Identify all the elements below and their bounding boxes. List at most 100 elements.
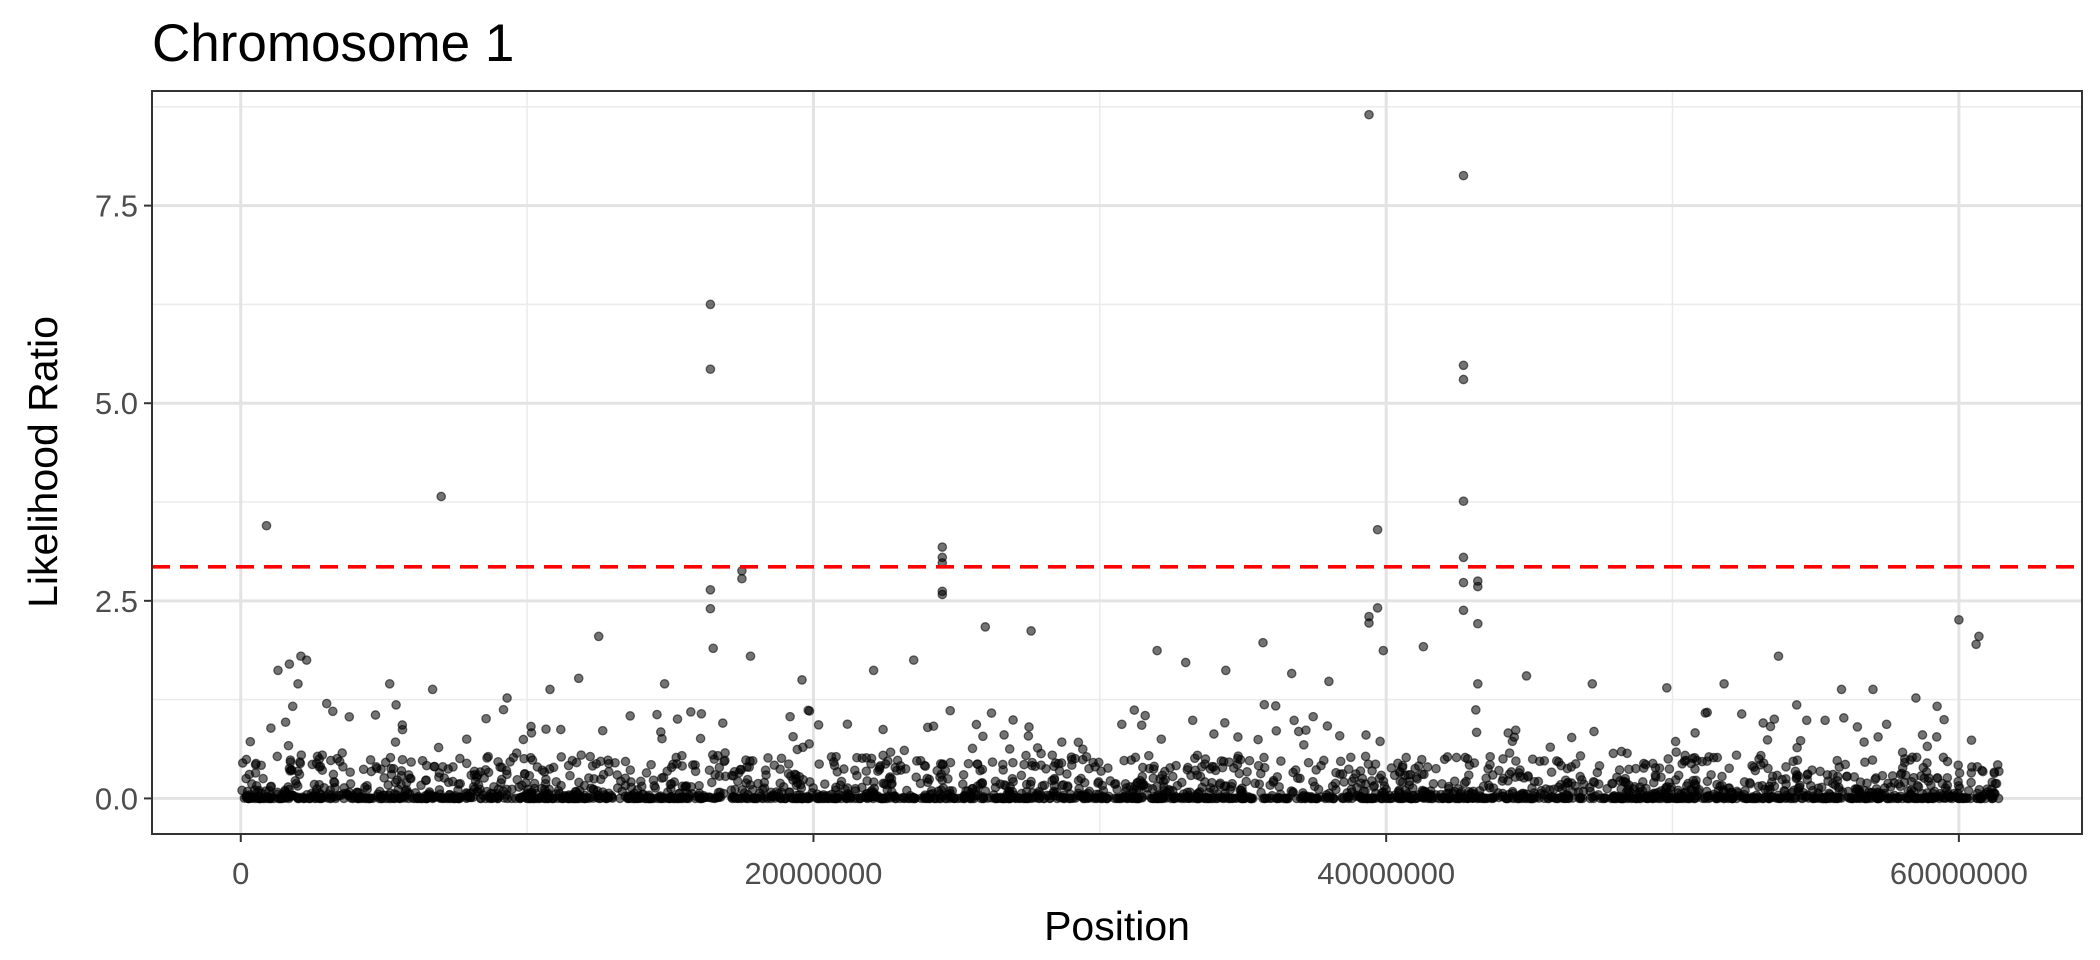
data-point — [1548, 792, 1559, 803]
data-point — [967, 743, 978, 754]
data-point — [1242, 766, 1252, 777]
data-point — [1852, 722, 1863, 732]
data-point — [358, 764, 369, 775]
data-point — [971, 786, 981, 796]
data-point — [878, 724, 888, 735]
data-point — [399, 793, 410, 804]
data-point — [1960, 793, 1971, 804]
data-point — [694, 790, 704, 801]
data-point — [657, 793, 667, 804]
data-point — [286, 765, 297, 776]
data-point — [1241, 776, 1252, 787]
data-point — [1575, 792, 1586, 803]
data-point — [1088, 757, 1098, 768]
data-point — [803, 705, 814, 716]
data-point — [1773, 651, 1784, 662]
data-point — [1551, 756, 1562, 766]
data-point — [641, 768, 652, 778]
data-point — [532, 762, 543, 772]
data-point — [1401, 752, 1412, 763]
data-point — [1097, 780, 1108, 791]
data-point — [1456, 791, 1467, 802]
data-point — [745, 651, 756, 662]
data-point — [1781, 761, 1791, 772]
data-point — [1832, 771, 1843, 782]
data-point — [1678, 791, 1688, 802]
data-point — [672, 759, 682, 769]
data-point — [986, 708, 997, 718]
data-point — [788, 731, 798, 742]
data-point — [1335, 756, 1346, 767]
data-point — [1494, 765, 1504, 776]
data-point — [1470, 705, 1481, 715]
data-point — [696, 708, 707, 719]
data-point — [1295, 793, 1306, 804]
y-axis-ticks: 0.0 2.5 5.0 7.5 — [95, 189, 152, 816]
data-point — [345, 767, 356, 778]
data-point — [737, 573, 747, 584]
data-point — [1773, 790, 1783, 801]
data-point — [1507, 736, 1518, 747]
data-point — [1640, 759, 1651, 770]
data-point — [1966, 777, 1976, 788]
data-point — [857, 782, 867, 793]
data-point — [1008, 776, 1019, 787]
data-point — [1593, 779, 1604, 789]
data-point — [1458, 552, 1469, 563]
data-point — [1736, 709, 1747, 719]
data-point — [1049, 791, 1059, 801]
data-point — [1234, 768, 1245, 779]
data-point — [1859, 737, 1869, 747]
data-point — [280, 717, 291, 728]
data-point — [1545, 785, 1555, 795]
data-point — [1637, 777, 1648, 787]
data-point — [1289, 715, 1299, 726]
data-point — [593, 631, 604, 642]
data-point — [1026, 626, 1036, 636]
data-point — [1187, 715, 1198, 726]
data-point — [256, 760, 267, 771]
data-point — [861, 766, 872, 777]
data-point — [784, 787, 795, 797]
data-point — [1742, 793, 1753, 804]
data-point — [976, 793, 986, 804]
data-point — [1293, 726, 1304, 737]
data-point — [1354, 791, 1365, 802]
data-point — [1337, 769, 1348, 779]
data-point — [1624, 786, 1635, 796]
chart-title: Chromosome 1 — [152, 14, 514, 73]
data-point — [1156, 734, 1167, 745]
data-point — [937, 542, 948, 552]
data-point — [1016, 770, 1027, 781]
data-point — [1717, 771, 1727, 782]
data-point — [1208, 762, 1219, 772]
data-point — [1008, 757, 1018, 768]
data-point — [1943, 791, 1953, 802]
data-point — [565, 770, 575, 781]
data-point — [1534, 756, 1545, 767]
data-point — [1410, 763, 1420, 774]
data-point — [1576, 775, 1587, 785]
data-point — [1871, 773, 1881, 783]
data-point — [1105, 776, 1116, 786]
data-point — [1647, 793, 1658, 803]
data-point — [1792, 742, 1802, 753]
data-point — [412, 793, 422, 803]
data-point — [1905, 789, 1916, 800]
data-point — [610, 757, 620, 768]
data-point — [1708, 752, 1719, 763]
data-point — [1887, 771, 1898, 781]
data-point — [1137, 778, 1148, 788]
x-axis-ticks: 0 20000000 40000000 60000000 — [232, 834, 2028, 891]
data-point — [1258, 637, 1268, 648]
data-point — [241, 792, 251, 802]
data-point — [1021, 793, 1032, 804]
data-point — [1493, 788, 1503, 798]
data-point — [1290, 765, 1301, 775]
data-point — [501, 790, 512, 800]
data-point — [1822, 770, 1833, 780]
data-point — [1372, 603, 1383, 613]
data-point — [1077, 754, 1088, 765]
data-point — [524, 770, 535, 781]
plot-panel-border — [151, 90, 2083, 835]
